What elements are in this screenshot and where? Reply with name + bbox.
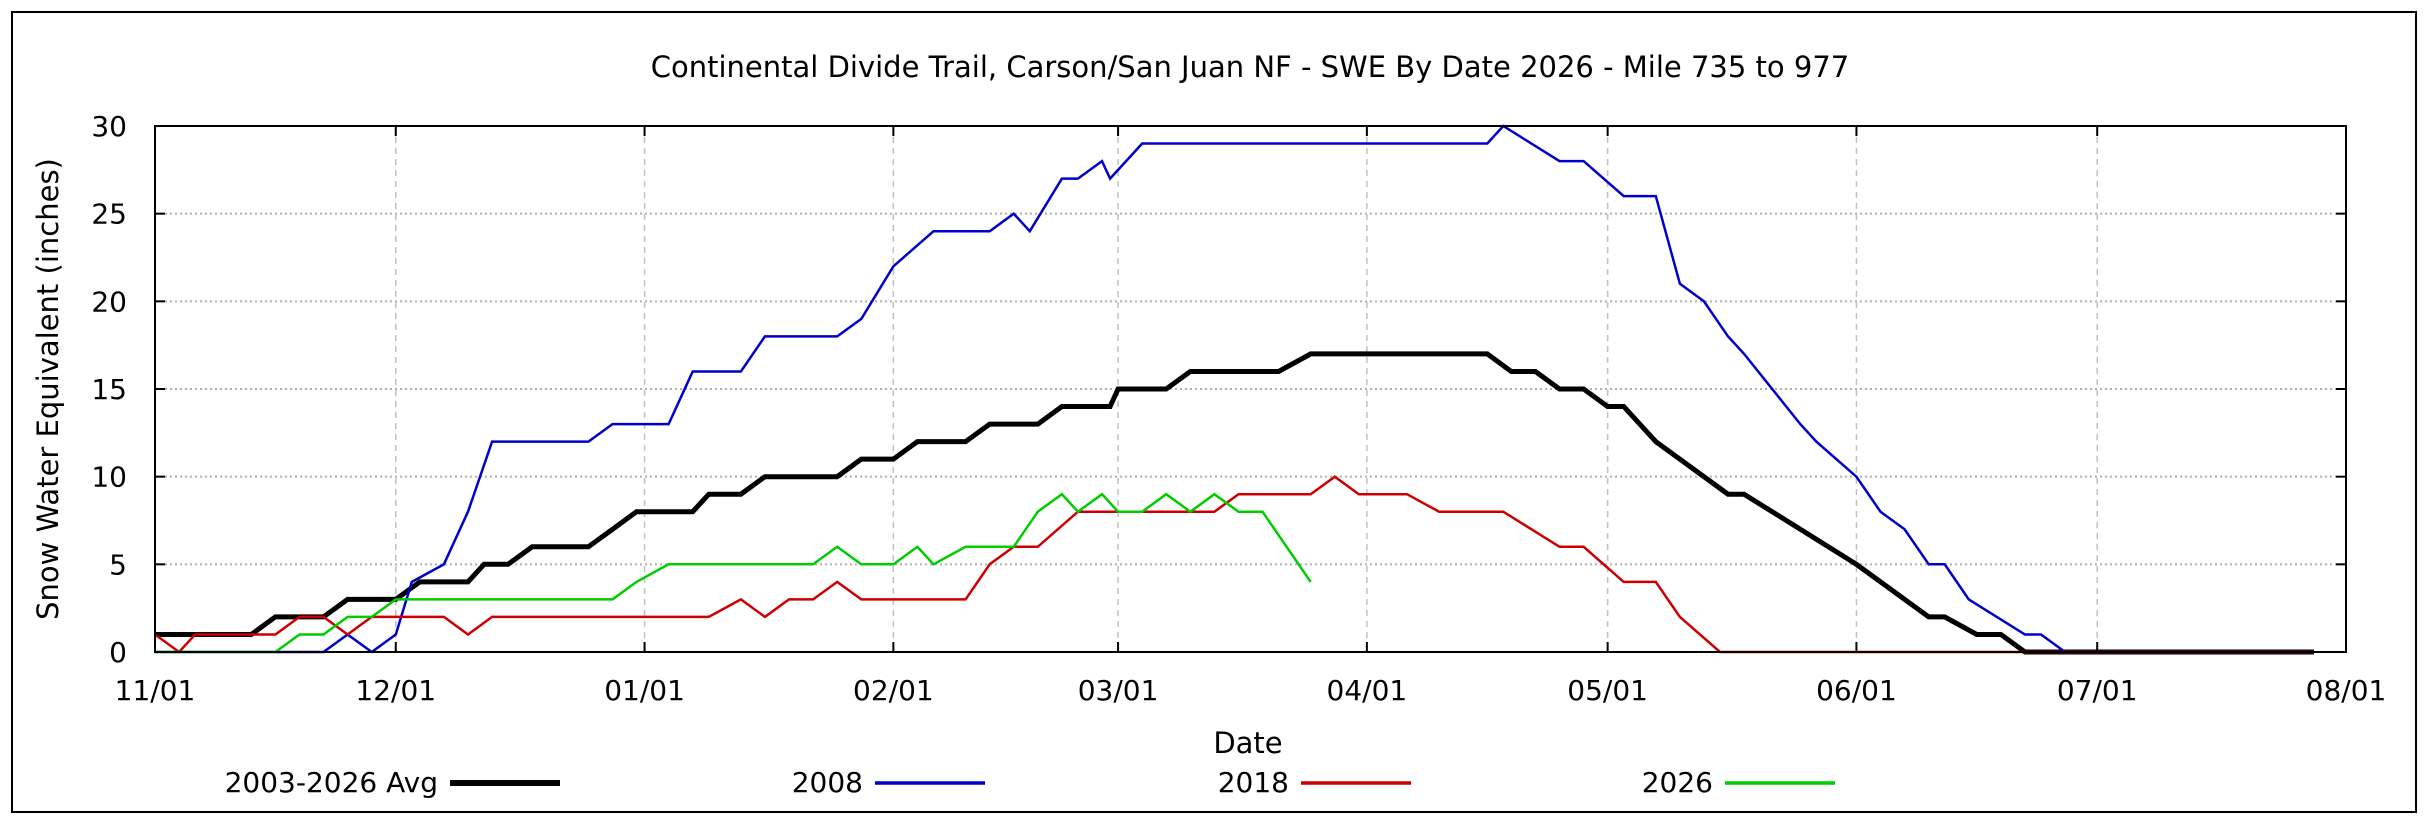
- y-tick-label: 30: [91, 110, 127, 143]
- x-axis-ticks: 11/01 12/01 01/01 02/01 03/01 04/01 05/01 06/01…: [115, 126, 2387, 707]
- legend-item: 2008: [792, 766, 985, 799]
- legend-item: 2026: [1642, 766, 1835, 799]
- legend-label: 2003-2026 Avg: [225, 766, 438, 799]
- series-line-2008: [155, 124, 2314, 654]
- x-tick-label: 04/01: [1327, 674, 1408, 707]
- x-tick-label: 08/01: [2306, 674, 2387, 707]
- y-tick-label: 10: [91, 461, 127, 494]
- y-tick-label: 20: [91, 285, 127, 318]
- x-tick-label: 01/01: [604, 674, 685, 707]
- x-tick-label: 05/01: [1567, 674, 1648, 707]
- x-tick-label: 06/01: [1816, 674, 1897, 707]
- x-tick-label: 02/01: [853, 674, 934, 707]
- series-lines: [154, 124, 2314, 655]
- y-axis-ticks: 0 5 10 15 20 25 30: [91, 110, 2346, 669]
- legend-label: 2018: [1218, 766, 1289, 799]
- legend-label: 2008: [792, 766, 863, 799]
- series-line-2003-2026-avg: [155, 351, 2314, 655]
- legend: 2003-2026 Avg 2008 2018 2026: [225, 766, 1835, 799]
- series-line-2018: [154, 475, 2314, 654]
- legend-label: 2026: [1642, 766, 1713, 799]
- x-axis-label: Date: [1213, 726, 1282, 760]
- y-tick-label: 0: [109, 636, 127, 669]
- chart-title: Continental Divide Trail, Carson/San Jua…: [651, 50, 1849, 84]
- chart-frame: [11, 11, 2417, 813]
- y-axis-label: Snow Water Equivalent (inches): [31, 158, 65, 620]
- legend-item: 2018: [1218, 766, 1411, 799]
- x-tick-label: 12/01: [355, 674, 436, 707]
- y-tick-label: 5: [109, 548, 127, 581]
- x-tick-label: 11/01: [115, 674, 196, 707]
- y-tick-label: 15: [91, 373, 127, 406]
- y-tick-label: 25: [91, 198, 127, 231]
- legend-item: 2003-2026 Avg: [225, 766, 560, 799]
- grid: [155, 126, 2346, 652]
- series-line-2026: [155, 492, 1312, 654]
- x-tick-label: 07/01: [2057, 674, 2138, 707]
- x-tick-label: 03/01: [1078, 674, 1159, 707]
